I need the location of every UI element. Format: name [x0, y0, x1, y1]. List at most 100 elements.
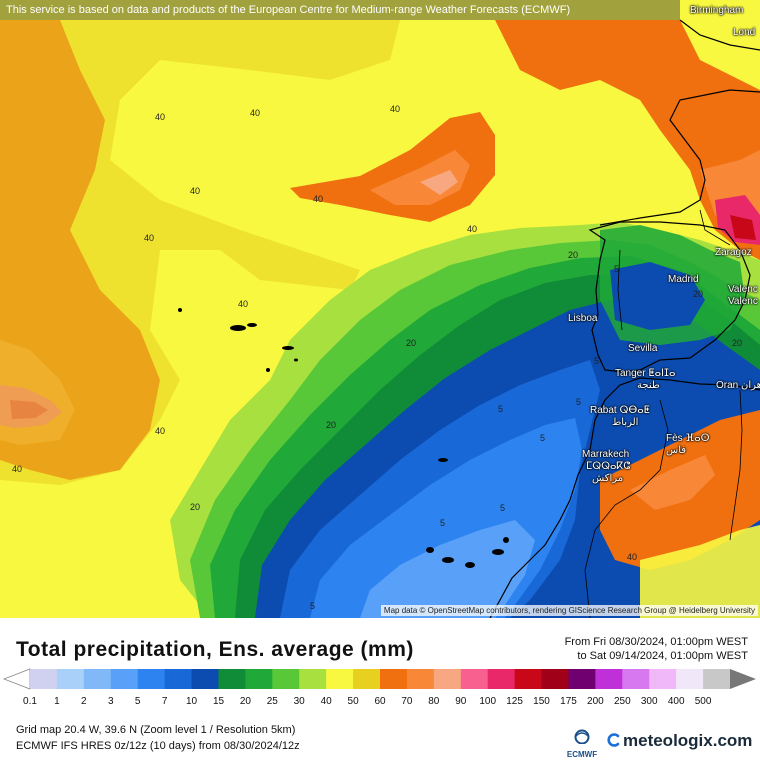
- legend-swatch: [245, 669, 273, 689]
- legend-swatch: [56, 669, 85, 689]
- contour-label: 20: [190, 502, 201, 512]
- legend-swatch: [676, 669, 704, 689]
- legend-arrow-right: [730, 669, 756, 689]
- legend-swatch: [83, 669, 112, 689]
- legend-label: 20: [239, 696, 251, 707]
- legend-swatch: [380, 669, 408, 689]
- legend-label: 300: [640, 696, 658, 707]
- legend-label: 25: [266, 696, 278, 707]
- legend-swatch: [541, 669, 569, 689]
- contour-label: 40: [250, 108, 261, 118]
- legend-label: 10: [185, 696, 198, 707]
- precipitation-map[interactable]: This service is based on data and produc…: [0, 0, 760, 618]
- contour-label: 40: [390, 104, 401, 114]
- city-label: Madrid: [668, 274, 699, 285]
- legend-label: 40: [320, 696, 332, 707]
- city-label: طنجة: [637, 380, 660, 391]
- contour-label: 40: [155, 112, 166, 122]
- contour-label: 40: [190, 186, 201, 196]
- contour-label: 5: [614, 264, 620, 274]
- contour-label: 40: [313, 194, 324, 204]
- madeira-islands: [438, 458, 448, 462]
- legend-label: 250: [613, 696, 631, 707]
- legend-label: 175: [560, 696, 577, 707]
- legend-label: 15: [212, 696, 225, 707]
- legend-label: 200: [587, 696, 604, 707]
- contour-label: 20: [693, 289, 704, 299]
- legend-label: 2: [81, 696, 87, 707]
- legend-label: 1: [54, 696, 60, 707]
- contour-label: 40: [155, 426, 166, 436]
- legend-swatch: [299, 669, 327, 689]
- canary-islands: [426, 537, 509, 568]
- contour-label: 5: [310, 601, 316, 611]
- precip-area-70mm-atlas: [630, 455, 715, 510]
- city-label: Valenc: [728, 296, 758, 307]
- meteologix-logo[interactable]: meteologix.com: [607, 731, 752, 751]
- map-title: Total precipitation, Ens. average (mm): [16, 638, 414, 661]
- period-from: From Fri 08/30/2024, 01:00pm WEST: [564, 636, 748, 648]
- legend-swatch: [703, 669, 731, 689]
- legend-swatch: [460, 669, 489, 689]
- legend-label: 7: [161, 696, 168, 707]
- contour-label: 40: [12, 464, 23, 474]
- legend-swatch: [406, 669, 435, 689]
- precip-area-80mm-plume: [420, 170, 458, 195]
- contour-label: 20: [568, 250, 579, 260]
- legend-swatch: [272, 669, 300, 689]
- city-label: Rabat ⵕⴱⴰⵟ: [590, 405, 650, 416]
- legend-label: 100: [479, 696, 497, 707]
- legend-label: 400: [667, 696, 685, 707]
- legend-swatch: [487, 669, 516, 689]
- legend-label: 80: [428, 696, 440, 707]
- city-label: فاس: [666, 445, 687, 456]
- legend-swatch: [514, 669, 543, 689]
- contour-label: 5: [498, 404, 504, 414]
- legend-swatch: [164, 669, 193, 689]
- legend-labels: 0.1 1 2 3 5 7 10 15 20 25 30 40 50 60 70 80 90 100 125 150 1…: [0, 696, 760, 710]
- border-lines: [584, 209, 743, 618]
- map-canvas: [0, 0, 760, 618]
- legend-label: 30: [293, 696, 305, 707]
- contour-label: 40: [627, 552, 638, 562]
- legend-label: 70: [401, 696, 413, 707]
- legend-label: 0.1: [23, 696, 37, 707]
- coastline-north-africa: [639, 377, 760, 391]
- ecmwf-logo: ECMWF: [562, 728, 602, 759]
- contour-label: 5: [594, 356, 600, 366]
- legend-swatch: [649, 669, 677, 689]
- azores-islands: [178, 308, 298, 372]
- precip-area-60mm-northeast: [495, 20, 760, 260]
- legend-swatch: [433, 669, 462, 689]
- city-label: Oran وهران: [716, 380, 760, 391]
- city-label: Valenc: [728, 284, 758, 295]
- legend-swatch: [622, 669, 650, 689]
- map-attribution: Map data © OpenStreetMap contributors, r…: [380, 605, 758, 616]
- contour-label: 20: [732, 338, 743, 348]
- contour-label: 40: [467, 224, 478, 234]
- contour-label: 5: [500, 503, 506, 513]
- precip-area-3mm-band: [360, 520, 535, 618]
- legend-label: 60: [374, 696, 386, 707]
- city-label: الرباط: [612, 417, 639, 428]
- legend-swatch: [191, 669, 219, 689]
- city-label: Fès ⴼⴰⵙ: [666, 433, 710, 444]
- coastline-france: [599, 89, 760, 226]
- legend-arrow-left: [2, 668, 31, 690]
- period-to: to Sat 09/14/2024, 01:00pm WEST: [577, 650, 748, 662]
- meteologix-c-icon: [607, 733, 620, 747]
- legend-swatch: [326, 669, 354, 689]
- legend-swatch: [30, 669, 58, 689]
- precip-area-50mm-north: [0, 20, 400, 485]
- grid-info: Grid map 20.4 W, 39.6 N (Zoom level 1 / …: [16, 724, 296, 736]
- contour-label: 5: [540, 433, 546, 443]
- contour-label: 20: [326, 420, 337, 430]
- ecmwf-notice-banner: This service is based on data and produc…: [0, 0, 680, 20]
- city-label: Lond: [733, 27, 756, 38]
- legend-label: 125: [506, 696, 523, 707]
- precip-area-30mm-atlas: [640, 525, 760, 618]
- legend-label: 90: [455, 696, 467, 707]
- city-label: مراكش: [592, 473, 624, 484]
- coastline-britain: [679, 19, 760, 51]
- ecmwf-globe-icon: [574, 729, 590, 745]
